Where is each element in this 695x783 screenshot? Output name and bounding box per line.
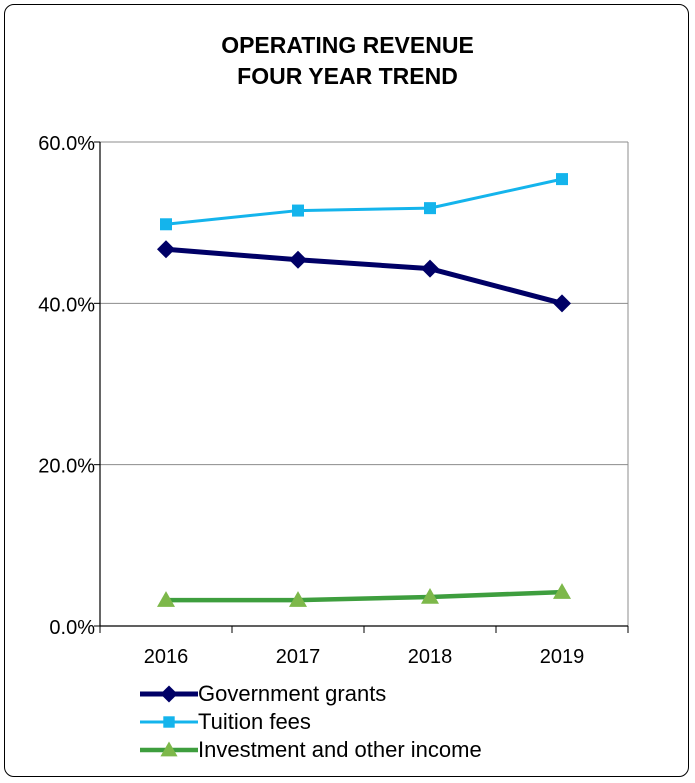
legend-swatch-2 — [140, 741, 198, 757]
series-2 — [157, 583, 571, 607]
legend-swatch-marker-1 — [163, 716, 175, 728]
legend: Government grants Tuition fees Investment … — [140, 680, 482, 764]
chart-title-line-1: OPERATING REVENUE — [221, 32, 474, 58]
legend-label-0: Government grants — [198, 681, 387, 706]
legend-label-1: Tuition fees — [198, 709, 311, 734]
x-tick-labels: 2016 2017 2018 2019 — [144, 646, 585, 668]
legend-swatch-0 — [140, 685, 198, 703]
data-point-1-1 — [292, 204, 304, 217]
data-point-0-2 — [421, 259, 439, 278]
x-tick-label-0: 2016 — [144, 646, 189, 668]
y-tick-labels: 0.0% 20.0% 40.0% 60.0% — [38, 133, 95, 639]
legend-item-1: Tuition fees — [140, 708, 482, 736]
series-line-0 — [165, 246, 563, 306]
legend-swatch-marker-2 — [160, 741, 178, 757]
series-0 — [157, 240, 571, 313]
x-tick-label-3: 2019 — [540, 646, 585, 668]
x-tick-label-2: 2018 — [408, 646, 453, 668]
chart-frame — [4, 4, 689, 777]
y-tick-label-2: 40.0% — [38, 294, 95, 316]
chart-title: OPERATING REVENUE FOUR YEAR TREND — [0, 30, 695, 92]
data-point-1-2 — [424, 202, 436, 215]
data-point-0-1 — [289, 250, 307, 269]
y-tick-label-1: 20.0% — [38, 456, 95, 478]
data-point-0-3 — [553, 294, 571, 313]
series-line-1 — [165, 177, 563, 226]
data-point-1-3 — [556, 173, 568, 186]
legend-item-0: Government grants — [140, 680, 482, 708]
data-point-0-0 — [157, 240, 175, 259]
legend-swatch-1 — [140, 716, 198, 728]
chart-title-line-2: FOUR YEAR TREND — [237, 63, 458, 89]
data-point-2-2 — [421, 587, 439, 604]
data-point-2-0 — [157, 591, 175, 607]
series-line-2 — [166, 589, 563, 603]
legend-label-2: Investment and other income — [198, 737, 482, 762]
series-lines — [157, 173, 571, 607]
data-point-2-1 — [289, 591, 307, 607]
data-point-2-3 — [553, 583, 571, 599]
gridlines — [100, 141, 629, 626]
data-point-1-0 — [160, 218, 172, 231]
y-tick-label-0: 0.0% — [49, 617, 95, 639]
legend-swatch-marker-0 — [160, 685, 178, 703]
axes — [94, 141, 629, 633]
y-tick-label-3: 60.0% — [38, 133, 95, 155]
legend-item-2: Investment and other income — [140, 736, 482, 764]
x-tick-label-1: 2017 — [276, 646, 321, 668]
series-1 — [160, 173, 568, 231]
